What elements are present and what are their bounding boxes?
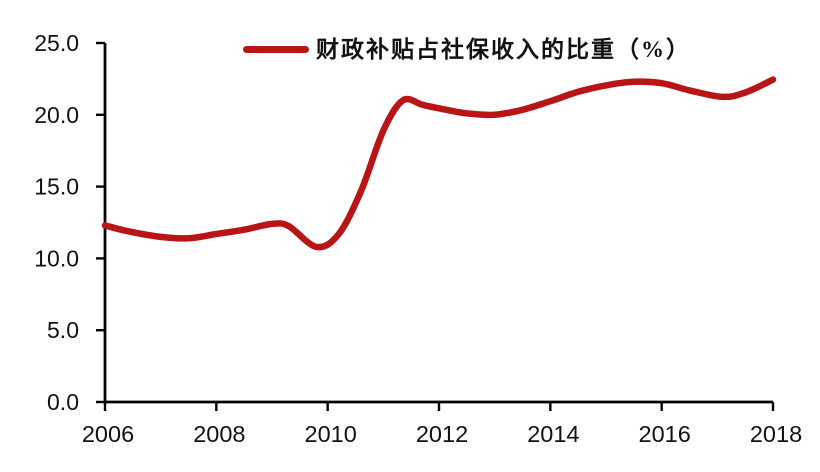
y-tick-label: 10.0 xyxy=(34,245,79,271)
x-tick-label: 2006 xyxy=(82,421,134,447)
data-line-series xyxy=(101,76,777,251)
legend: 财政补贴占社保收入的比重（%） xyxy=(243,33,691,65)
legend-label: 财政补贴占社保收入的比重（%） xyxy=(316,36,691,62)
legend-line-swatch xyxy=(243,45,309,53)
y-tick-label: 0.0 xyxy=(47,389,79,415)
x-tick-label: 2016 xyxy=(639,421,691,447)
y-tick-label: 15.0 xyxy=(34,174,79,200)
y-tick-label: 25.0 xyxy=(34,30,79,56)
x-tick-label: 2018 xyxy=(750,421,802,447)
x-tick-label: 2012 xyxy=(416,421,468,447)
y-tick-label: 20.0 xyxy=(34,102,79,128)
y-tick-label: 5.0 xyxy=(47,317,79,343)
x-tick-label: 2008 xyxy=(193,421,245,447)
x-tick-label: 2014 xyxy=(527,421,579,447)
x-tick-label: 2010 xyxy=(305,421,357,447)
